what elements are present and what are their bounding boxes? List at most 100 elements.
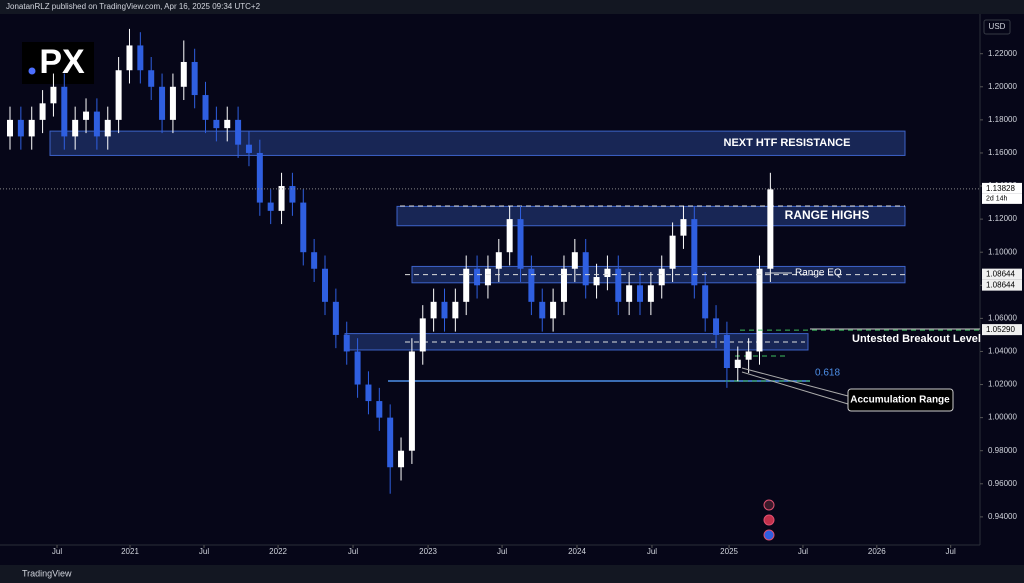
- candle-body: [560, 268, 567, 302]
- candle-body: [28, 119, 35, 137]
- candle-body: [365, 384, 372, 402]
- event-icon: [763, 514, 775, 526]
- candle-body: [604, 268, 611, 278]
- candle-body: [539, 301, 546, 319]
- x-tick-label: Jul: [647, 547, 657, 556]
- candle-body: [126, 45, 133, 71]
- price-label-bg: [982, 268, 1022, 280]
- candle-body: [159, 86, 166, 120]
- candle-body: [72, 119, 79, 137]
- candle-body: [441, 301, 448, 319]
- y-tick-label: 0.98000: [988, 446, 1017, 455]
- candle-body: [322, 268, 329, 302]
- candle-body: [756, 268, 763, 352]
- candle-body: [593, 277, 600, 286]
- candle-body: [137, 45, 144, 71]
- event-icon: [763, 529, 775, 541]
- candle-body: [104, 119, 111, 137]
- candle-body: [419, 318, 426, 352]
- candle-body: [354, 351, 361, 385]
- candle-body: [267, 202, 274, 211]
- y-tick-label: 1.02000: [988, 380, 1017, 389]
- footer-bar: [0, 565, 1024, 583]
- x-tick-label: 2026: [868, 547, 886, 556]
- x-tick-label: Jul: [946, 547, 956, 556]
- zone: [396, 205, 906, 227]
- price-label-bg: [982, 324, 1022, 336]
- candle-body: [180, 61, 187, 87]
- candle-body: [289, 186, 296, 203]
- candle-body: [637, 285, 644, 302]
- candle-body: [658, 268, 665, 286]
- header-bar: [0, 0, 1024, 14]
- candle-body: [148, 70, 155, 87]
- currency-box: [983, 19, 1011, 35]
- countdown: 2d 14h: [986, 196, 1008, 203]
- candle-body: [278, 186, 285, 211]
- x-tick-label: 2021: [121, 547, 139, 556]
- candle-body: [430, 301, 437, 319]
- candle-body: [17, 119, 24, 137]
- candle-body: [398, 450, 405, 468]
- accum-box: [847, 388, 954, 412]
- candle-body: [626, 285, 633, 302]
- candle-body: [332, 301, 339, 335]
- footer: TradingView: [22, 568, 72, 578]
- candle-body: [343, 334, 350, 352]
- candle-body: [408, 351, 415, 451]
- candle-body: [550, 301, 557, 319]
- candle-body: [691, 219, 698, 286]
- y-tick-label: 1.22000: [988, 49, 1017, 58]
- candle-body: [245, 144, 252, 153]
- y-tick-label: 1.04000: [988, 347, 1017, 356]
- candle-body: [517, 219, 524, 269]
- breakout-label: Untested Breakout Level: [852, 333, 981, 345]
- candle-body: [767, 189, 774, 269]
- candle-body: [723, 334, 730, 368]
- price-label: 1.13828: [986, 184, 1015, 193]
- x-tick-label: 2022: [269, 547, 287, 556]
- zone: [49, 130, 906, 156]
- x-tick-label: 2024: [568, 547, 586, 556]
- price-label: 1.08644: [986, 270, 1015, 279]
- candle-body: [452, 301, 459, 319]
- candle-body: [615, 268, 622, 302]
- range-eq-label: Range EQ: [795, 268, 842, 279]
- x-tick-label: 2025: [720, 547, 738, 556]
- candle-body: [734, 359, 741, 368]
- candle-body: [745, 351, 752, 360]
- candle-body: [376, 401, 383, 418]
- candle-body: [702, 285, 709, 319]
- candle-body: [235, 119, 242, 145]
- candle-body: [61, 86, 68, 137]
- candle-body: [311, 252, 318, 269]
- y-tick-label: 0.96000: [988, 479, 1017, 488]
- candle-body: [169, 86, 176, 120]
- candle-body: [300, 202, 307, 253]
- logo-bg: [22, 42, 94, 84]
- candle-body: [6, 119, 13, 137]
- candle-body: [39, 103, 46, 120]
- candle-body: [582, 252, 589, 286]
- y-tick-label: 1.20000: [988, 82, 1017, 91]
- candle-body: [115, 70, 122, 120]
- candle-body: [484, 268, 491, 286]
- y-tick-label: 1.12000: [988, 214, 1017, 223]
- accum-pointer: [741, 367, 849, 397]
- x-tick-label: Jul: [199, 547, 209, 556]
- candle-body: [93, 111, 100, 137]
- candle-body: [680, 219, 687, 236]
- fib-label: 0.618: [815, 368, 840, 379]
- logo: PX: [39, 43, 85, 81]
- candle-body: [506, 219, 513, 253]
- candle-body: [647, 285, 654, 302]
- price-label-bg: [982, 279, 1022, 291]
- candle-body: [474, 268, 481, 286]
- y-tick-label: 1.00000: [988, 413, 1017, 422]
- candle-body: [224, 119, 231, 129]
- candle-body: [571, 252, 578, 269]
- x-tick-label: Jul: [52, 547, 62, 556]
- candle-body: [528, 268, 535, 302]
